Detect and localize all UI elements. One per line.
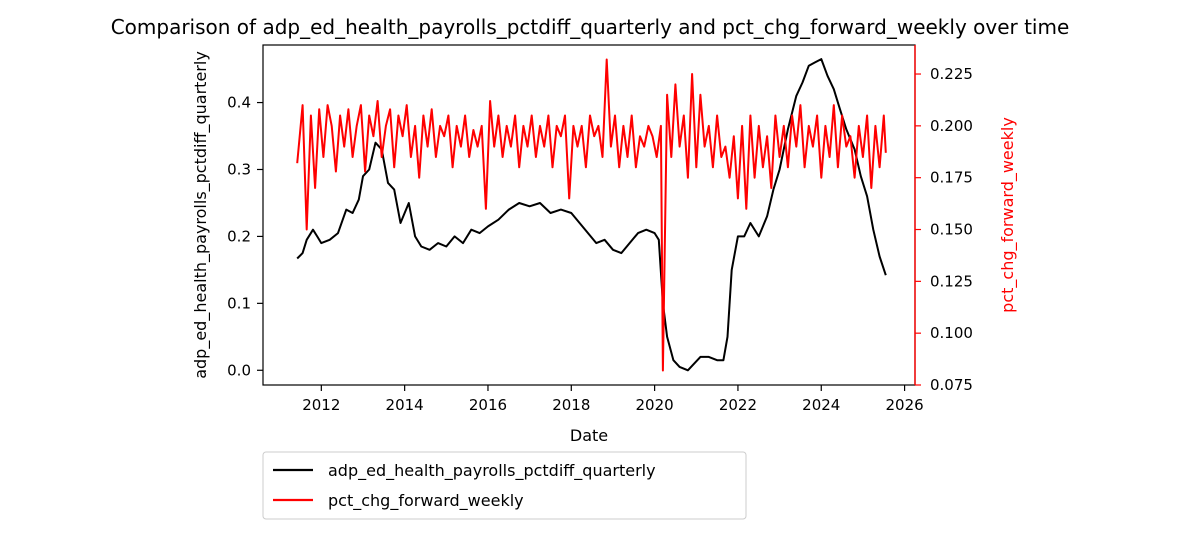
series-layer	[296, 58, 887, 372]
x-tick-label: 2016	[469, 396, 507, 414]
x-tick-label: 2026	[885, 396, 923, 414]
x-tick-label: 2020	[636, 396, 674, 414]
legend-label-left-series: adp_ed_health_payrolls_pctdiff_quarterly	[328, 461, 656, 481]
y-right-tick-label: 0.200	[930, 117, 973, 135]
y-left-tick-label: 0.4	[227, 94, 251, 112]
y-right-tick-label: 0.175	[930, 169, 973, 187]
y-axis-right-label: pct_chg_forward_weekly	[998, 117, 1018, 313]
x-tick-label: 2022	[719, 396, 757, 414]
x-tick-label: 2014	[386, 396, 424, 414]
x-tick-label: 2018	[552, 396, 590, 414]
y-left-tick-label: 0.3	[227, 160, 251, 178]
y-axis-left: 0.0 0.1 0.2 0.3 0.4	[227, 94, 263, 379]
chart-title: Comparison of adp_ed_health_payrolls_pct…	[111, 15, 1070, 39]
series-line-0	[296, 58, 887, 372]
plot-area: 2012 2014 2016 2018 2020 2022 2024 2026 0.00.10…	[227, 44, 973, 414]
y-left-tick-label: 0.1	[227, 294, 251, 312]
x-tick-label: 2012	[302, 396, 340, 414]
y-axis-right: 0.075 0.100 0.125 0.150 0.175 0.200 0.225	[914, 45, 973, 394]
y-right-tick-label: 0.125	[930, 272, 973, 290]
y-right-tick-label: 0.100	[930, 324, 973, 342]
legend-box	[262, 451, 747, 520]
series-line-1	[296, 58, 887, 372]
y-axis-left-label: adp_ed_health_payrolls_pctdiff_quarterly	[191, 51, 211, 379]
legend: adp_ed_health_payrolls_pctdiff_quarterly…	[262, 451, 747, 520]
legend-label-right-series: pct_chg_forward_weekly	[328, 491, 524, 511]
x-axis: 2012 2014 2016 2018 2020 2022 2024 2026	[302, 385, 924, 414]
y-left-tick-label: 0.0	[227, 361, 251, 379]
y-right-tick-label: 0.150	[930, 221, 973, 239]
y-right-tick-label: 0.225	[930, 65, 973, 83]
x-axis-label: Date	[570, 426, 608, 445]
y-left-tick-label: 0.2	[227, 227, 251, 245]
y-right-tick-label: 0.075	[930, 376, 973, 394]
x-tick-label: 2024	[802, 396, 840, 414]
